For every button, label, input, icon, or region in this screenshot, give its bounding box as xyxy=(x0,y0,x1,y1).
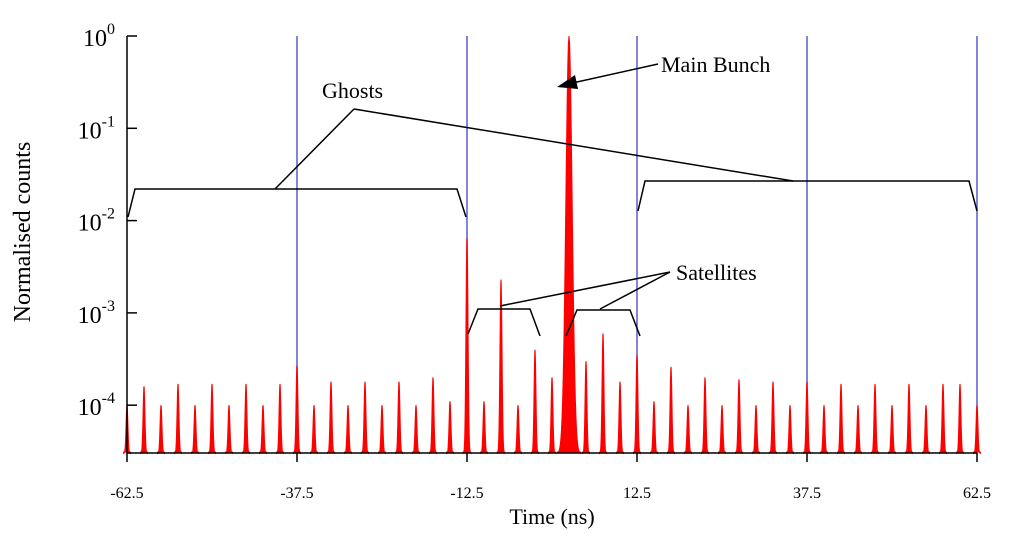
peak-31 xyxy=(650,401,658,455)
main-bunch-arrow-line xyxy=(567,63,659,85)
peak-49 xyxy=(956,383,964,455)
peak-24 xyxy=(531,349,539,455)
ghost-bracket-right xyxy=(637,180,978,212)
peak-series xyxy=(123,35,981,455)
peak-11 xyxy=(310,405,318,455)
peak-38 xyxy=(769,381,777,455)
peak-10 xyxy=(293,365,301,455)
annotations xyxy=(127,63,978,337)
x-axis-label: Time (ns) xyxy=(509,504,594,529)
y-axis-label: Normalised counts xyxy=(10,142,36,323)
peak-30 xyxy=(633,354,641,455)
satellite-bracket-right xyxy=(565,309,641,337)
peak-50 xyxy=(973,405,981,455)
peak-36 xyxy=(735,379,743,455)
y-tick-label-2: 10-2 xyxy=(78,206,115,237)
peak-28 xyxy=(599,333,607,455)
peak-17 xyxy=(412,405,420,455)
peak-43 xyxy=(854,405,862,455)
peak-44 xyxy=(871,383,879,455)
satellite-leader-left xyxy=(499,271,671,307)
peak-46 xyxy=(905,383,913,455)
peak-15 xyxy=(378,405,386,455)
peak-27 xyxy=(582,361,590,455)
ghost-leader-right xyxy=(353,108,794,182)
peak-8 xyxy=(259,405,267,455)
y-tick-label-0: 100 xyxy=(83,21,115,52)
peak-6 xyxy=(225,405,233,455)
y-ticks: 100 10-1 10-2 10-3 10-4 xyxy=(78,21,137,421)
peak-33 xyxy=(684,405,692,455)
peak-1 xyxy=(140,386,148,455)
peak-32 xyxy=(667,366,675,455)
peak-34 xyxy=(701,377,709,455)
peak-45 xyxy=(888,405,896,455)
axes xyxy=(126,36,977,454)
ghost-leader-left xyxy=(274,108,355,190)
annotation-main-bunch: Main Bunch xyxy=(661,52,770,77)
x-tick-label-1: -37.5 xyxy=(280,485,313,502)
peak-39 xyxy=(786,405,794,455)
peak-22 xyxy=(496,279,506,455)
peak-9 xyxy=(276,383,284,455)
peak-35 xyxy=(718,405,726,455)
x-tick-label-5: 62.5 xyxy=(963,485,991,502)
peak-13 xyxy=(344,405,352,455)
annotation-satellites: Satellites xyxy=(676,260,757,285)
peak-23 xyxy=(514,405,522,455)
peak-40 xyxy=(803,381,811,455)
peak-25 xyxy=(548,377,556,455)
peak-5 xyxy=(208,383,216,455)
peak-19 xyxy=(446,401,454,455)
main-bunch-arrowhead xyxy=(557,75,578,89)
peak-37 xyxy=(752,405,760,455)
peak-18 xyxy=(429,377,437,455)
y-tick-label-4: 10-4 xyxy=(78,390,115,421)
peak-48 xyxy=(939,383,947,455)
peak-3 xyxy=(174,383,182,455)
x-tick-label-3: 12.5 xyxy=(623,485,651,502)
peak-14 xyxy=(361,381,369,455)
peak-12 xyxy=(327,381,335,455)
satellite-bracket-left xyxy=(467,308,541,337)
peak-2 xyxy=(157,405,165,455)
peak-47 xyxy=(922,405,930,455)
satellite-leader-right xyxy=(599,271,671,310)
peak-26 xyxy=(556,35,582,455)
annotation-ghosts: Ghosts xyxy=(322,78,383,103)
x-tick-label-4: 37.5 xyxy=(793,485,821,502)
y-tick-label-1: 10-1 xyxy=(78,113,115,144)
peak-4 xyxy=(191,405,199,455)
y-tick-label-3: 10-3 xyxy=(78,298,115,329)
x-ticks: -62.5 -37.5 -12.5 12.5 37.5 62.5 xyxy=(110,453,991,502)
x-tick-label-2: -12.5 xyxy=(450,485,483,502)
peak-20 xyxy=(462,237,472,455)
x-tick-label-0: -62.5 xyxy=(110,485,143,502)
peak-42 xyxy=(837,383,845,455)
peak-29 xyxy=(616,381,624,455)
peak-21 xyxy=(480,401,488,455)
peak-7 xyxy=(242,383,250,455)
peak-41 xyxy=(820,405,828,455)
ghost-bracket-left xyxy=(127,188,467,218)
peak-16 xyxy=(395,381,403,455)
